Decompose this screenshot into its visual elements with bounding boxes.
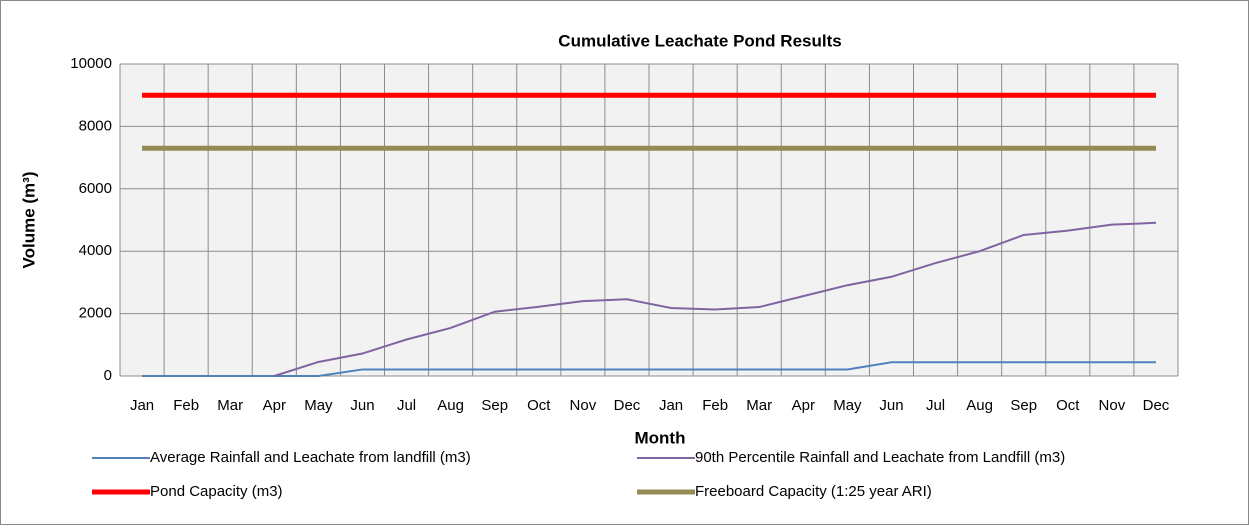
x-tick-label: Aug — [437, 397, 464, 414]
y-tick-label: 2000 — [79, 305, 112, 322]
x-axis-label: Month — [635, 428, 686, 447]
chart-title: Cumulative Leachate Pond Results — [558, 31, 841, 50]
legend-label: Average Rainfall and Leachate from landf… — [150, 449, 471, 466]
x-tick-label: Feb — [173, 397, 199, 414]
y-tick-label: 4000 — [79, 242, 112, 259]
x-tick-label: Jan — [659, 397, 683, 414]
x-tick-label: Apr — [792, 397, 815, 414]
x-tick-label: Oct — [527, 397, 551, 414]
x-tick-label: May — [304, 397, 333, 414]
x-tick-label: Sep — [1010, 397, 1037, 414]
x-tick-label: Jul — [397, 397, 416, 414]
x-tick-label: Jul — [926, 397, 945, 414]
x-tick-label: Dec — [1143, 397, 1170, 414]
legend-label: 90th Percentile Rainfall and Leachate fr… — [695, 449, 1065, 466]
y-tick-label: 10000 — [70, 55, 112, 72]
series-line — [273, 221, 1157, 377]
x-tick-label: Dec — [614, 397, 641, 414]
x-tick-label: Oct — [1056, 397, 1080, 414]
y-tick-label: 8000 — [79, 117, 112, 134]
x-tick-label: Nov — [1099, 397, 1126, 414]
x-tick-label: Sep — [481, 397, 508, 414]
x-tick-label: Jan — [130, 397, 154, 414]
x-tick-label: Jun — [879, 397, 903, 414]
legend-label: Pond Capacity (m3) — [150, 483, 283, 500]
x-tick-label: Jun — [350, 397, 374, 414]
y-tick-label: 0 — [104, 367, 112, 384]
x-tick-label: Mar — [217, 397, 243, 414]
series-line — [142, 361, 1156, 377]
x-tick-label: Feb — [702, 397, 728, 414]
x-tick-label: Aug — [966, 397, 993, 414]
y-tick-label: 6000 — [79, 180, 112, 197]
x-tick-label: Nov — [570, 397, 597, 414]
x-tick-label: Apr — [263, 397, 286, 414]
y-axis-label: Volume (m³) — [19, 172, 38, 269]
x-tick-label: Mar — [746, 397, 772, 414]
x-tick-label: May — [833, 397, 862, 414]
legend-label: Freeboard Capacity (1:25 year ARI) — [695, 483, 932, 500]
